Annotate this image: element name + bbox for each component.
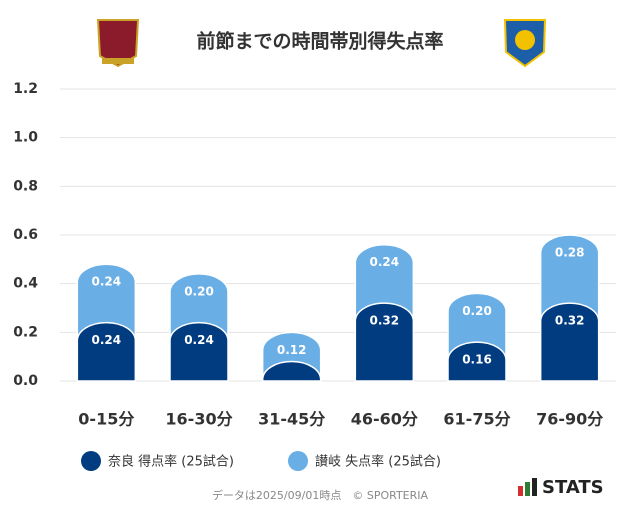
x-tick-label: 61-75分: [443, 410, 510, 429]
x-tick-label: 31-45分: [258, 410, 325, 429]
y-tick-label: 0.6: [13, 227, 38, 243]
legend: 奈良 得点率 (25試合) 讃岐 失点率 (25試合): [81, 451, 441, 471]
legend-label: 奈良 得点率 (25試合): [108, 454, 234, 470]
value-label: 0.12: [277, 343, 307, 357]
x-tick-label: 16-30分: [165, 410, 232, 429]
y-tick-label: 0.2: [13, 324, 38, 340]
bar-segment: [76, 321, 137, 382]
bar-segment: [169, 321, 229, 382]
source: データは2025/09/01時点 © SPORTERIA: [212, 488, 429, 502]
value-label: 0.20: [184, 284, 214, 298]
value-label: 0.28: [555, 246, 585, 260]
value-label: 0.24: [370, 255, 400, 269]
y-tick-label: 0.8: [13, 178, 38, 194]
y-tick-label: 1.2: [13, 81, 38, 97]
value-label: 0.24: [92, 333, 122, 347]
away-logo: [503, 19, 547, 68]
value-label: 0.32: [555, 314, 585, 328]
bar-segment: [261, 360, 322, 382]
x-tick-label: 46-60分: [351, 410, 418, 429]
bar-segment: [539, 302, 600, 382]
y-tick-label: 0.0: [13, 373, 38, 389]
x-tick-label: 76-90分: [536, 410, 603, 429]
value-label: 0.24: [92, 275, 122, 289]
value-label: 0.20: [462, 304, 492, 318]
bar-segment: [354, 302, 415, 382]
legend-swatch: [81, 451, 101, 471]
brand-logo: [518, 478, 537, 496]
value-label: 0.16: [462, 353, 492, 367]
legend-label: 讃岐 失点率 (25試合): [315, 454, 441, 470]
y-tick-label: 1.0: [13, 130, 38, 146]
brand: STATS: [542, 477, 604, 498]
home-logo: [96, 19, 140, 68]
value-label: 0.24: [184, 333, 214, 347]
bar-segment: [447, 341, 507, 382]
chart-title: 前節までの時間帯別得失点率: [196, 30, 443, 53]
y-tick-label: 0.4: [13, 276, 38, 292]
value-label: 0.32: [370, 314, 400, 328]
legend-swatch: [288, 451, 308, 471]
x-tick-label: 0-15分: [78, 410, 134, 429]
